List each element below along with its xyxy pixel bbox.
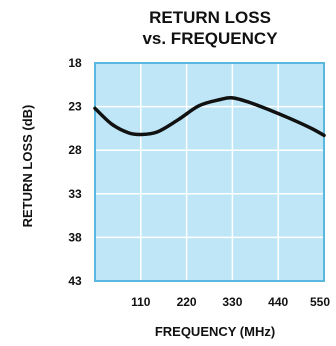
- x-tick-label-2: 330: [222, 295, 242, 309]
- y-tick-label-5: 43: [68, 274, 82, 288]
- x-tick-label-0: 110: [131, 295, 151, 309]
- y-tick-label-3: 33: [68, 187, 82, 201]
- x-axis-tick-labels: 110 220 330 440 550: [131, 295, 330, 309]
- y-tick-label-2: 28: [68, 143, 82, 157]
- chart-title-line-2: vs. FREQUENCY: [142, 29, 278, 48]
- plot-area: [95, 63, 324, 281]
- y-axis-label: RETURN LOSS (dB): [20, 105, 35, 228]
- x-axis-label: FREQUENCY (MHz): [155, 324, 275, 339]
- x-tick-label-4: 550: [310, 295, 330, 309]
- x-tick-label-1: 220: [177, 295, 197, 309]
- y-tick-label-4: 38: [68, 230, 82, 244]
- plot-border: [94, 62, 325, 282]
- chart-title-line-1: RETURN LOSS: [149, 8, 271, 27]
- y-tick-label-0: 18: [68, 56, 82, 70]
- series-line-return-loss: [93, 96, 326, 138]
- y-axis-tick-labels: 18 23 28 33 38 43: [68, 56, 82, 288]
- y-tick-label-1: 23: [68, 100, 82, 114]
- x-tick-label-3: 440: [268, 295, 288, 309]
